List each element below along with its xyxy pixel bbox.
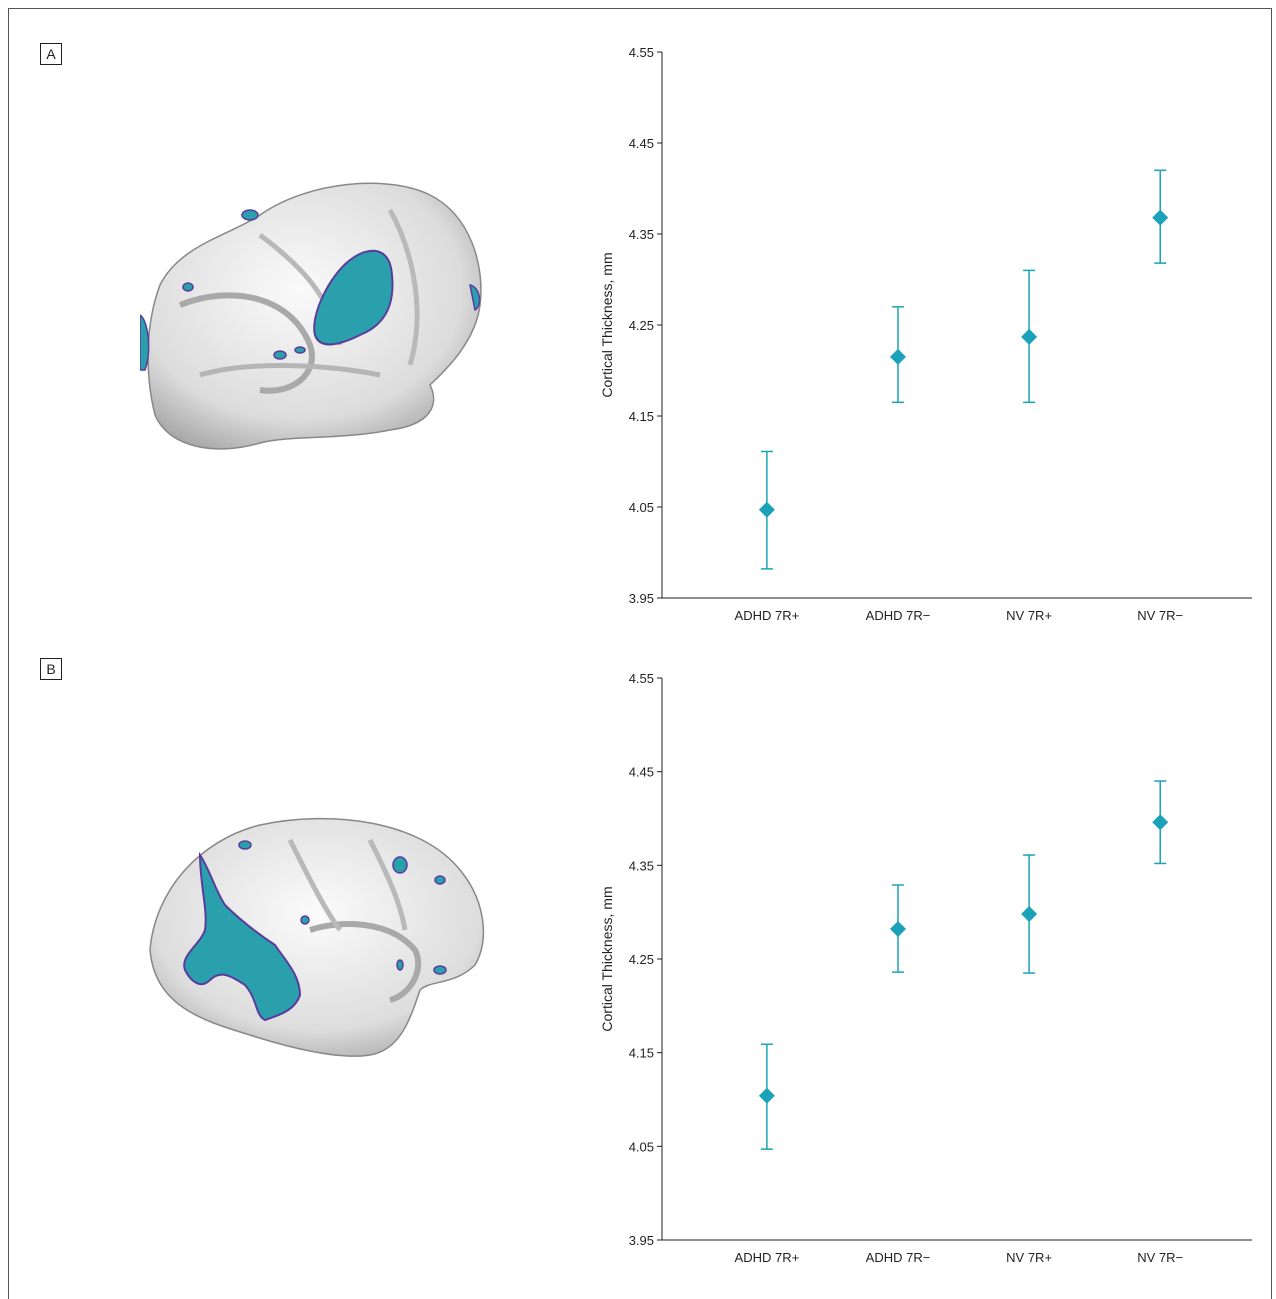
panel-label-b: B (40, 658, 62, 680)
y-tick-label: 4.25 (629, 952, 654, 967)
y-tick-label: 4.05 (629, 500, 654, 515)
data-point-marker (1152, 209, 1169, 226)
x-tick-label: ADHD 7R+ (735, 1250, 800, 1265)
x-tick-label: NV 7R+ (1006, 1250, 1052, 1265)
y-axis-label: Cortical Thickness, mm (599, 886, 615, 1031)
chart-b: 3.95 4.05 4.15 4.25 4.35 4.45 4.55 Cortical Thi… (599, 671, 1252, 1265)
data-point-marker (758, 501, 775, 518)
y-axis-label: Cortical Thickness, mm (599, 252, 615, 397)
y-tick-label: 4.05 (629, 1139, 654, 1154)
x-tick-label: NV 7R− (1137, 608, 1183, 623)
y-tick-label: 4.55 (629, 671, 654, 686)
y-tick-label: 4.25 (629, 318, 654, 333)
y-tick-label: 4.15 (629, 409, 654, 424)
data-point-marker (1021, 906, 1038, 923)
data-point-marker (1021, 328, 1038, 345)
x-tick-label: NV 7R+ (1006, 608, 1052, 623)
y-tick-label: 3.95 (629, 1233, 654, 1248)
brain-image-b (149, 817, 485, 1057)
x-tick-label: ADHD 7R− (866, 1250, 931, 1265)
y-tick-label: 4.45 (629, 136, 654, 151)
y-tick-label: 4.55 (629, 45, 654, 60)
y-tick-label: 3.95 (629, 591, 654, 606)
data-point-marker (758, 1087, 775, 1104)
x-tick-label: ADHD 7R− (866, 608, 931, 623)
x-tick-label: ADHD 7R+ (735, 608, 800, 623)
data-point-marker (890, 348, 906, 365)
y-tick-label: 4.45 (629, 765, 654, 780)
panel-label-a: A (40, 43, 62, 65)
data-point-marker (1152, 814, 1169, 831)
y-tick-label: 4.35 (629, 858, 654, 873)
brain-image-a (140, 182, 482, 450)
y-tick-label: 4.35 (629, 227, 654, 242)
y-tick-label: 4.15 (629, 1046, 654, 1061)
x-tick-label: NV 7R− (1137, 1250, 1183, 1265)
data-point-marker (890, 921, 906, 938)
chart-a: 3.95 4.05 4.15 4.25 4.35 4.45 4.55 Cortical Thi… (599, 45, 1252, 623)
figure-frame (8, 8, 1272, 1299)
